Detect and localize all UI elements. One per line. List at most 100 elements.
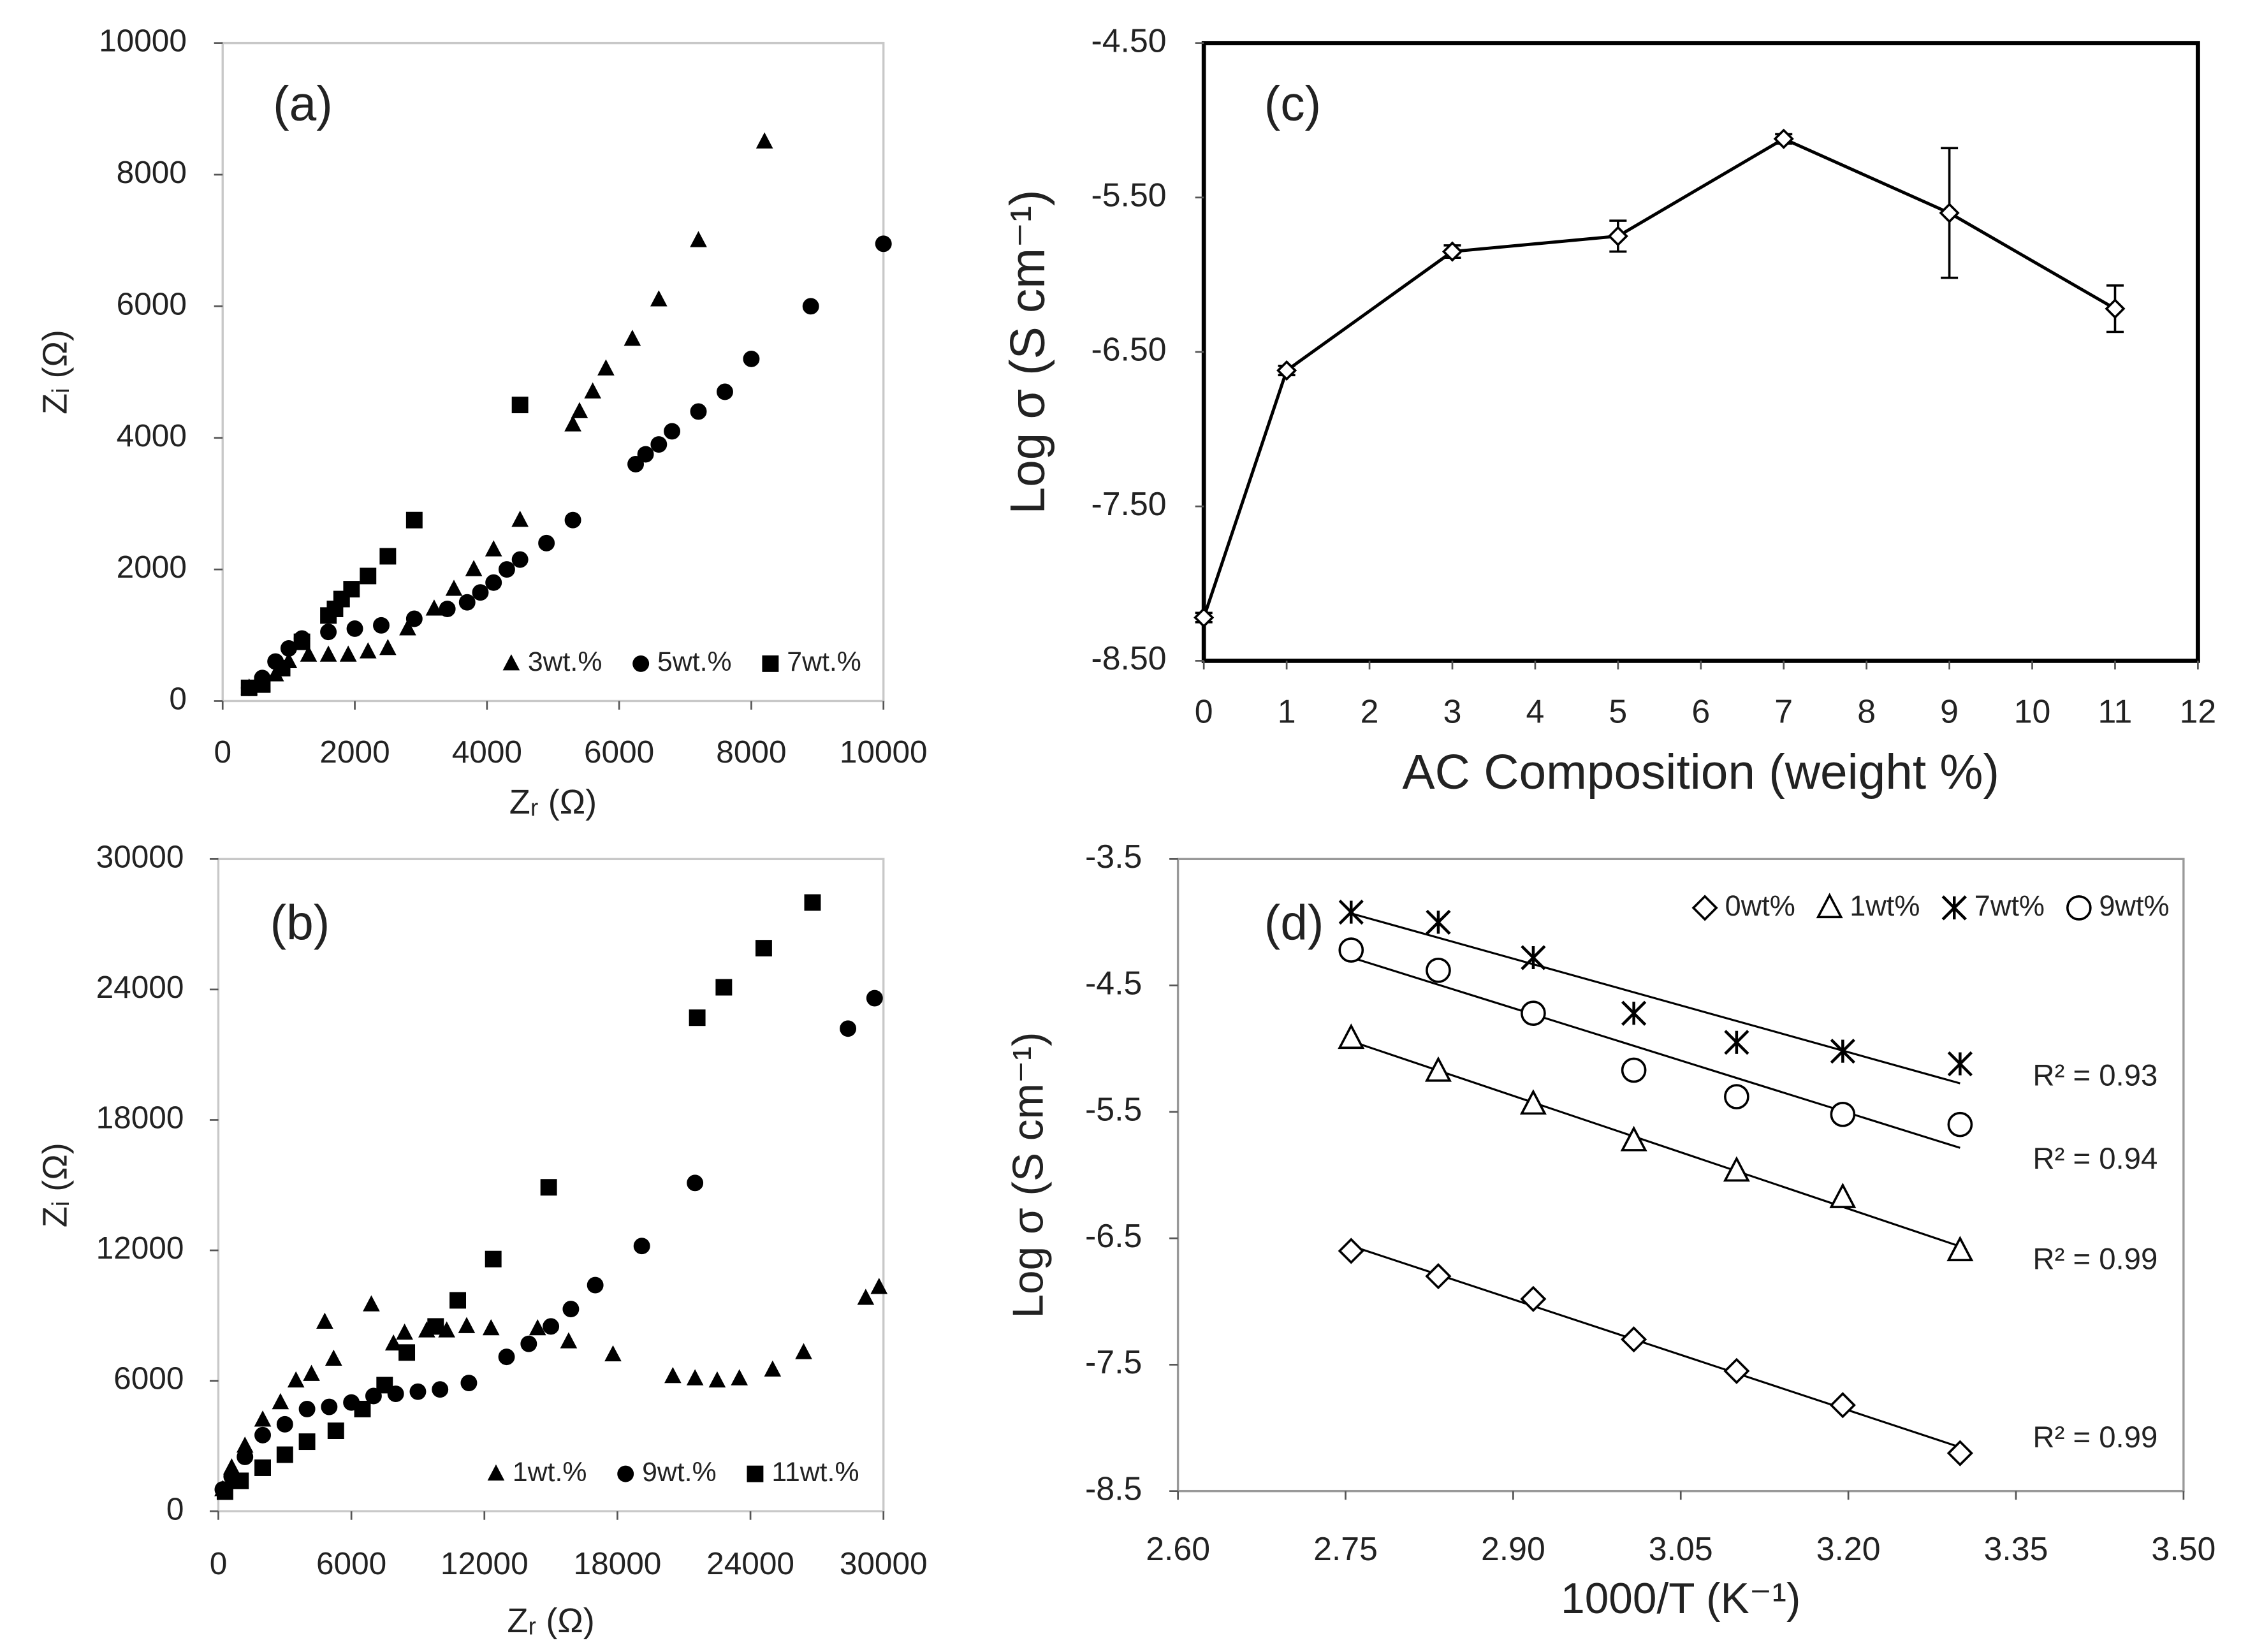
data-point: [717, 383, 733, 400]
plot-frame: [221, 41, 885, 703]
data-point: [303, 1364, 320, 1381]
legend-marker: [487, 1464, 505, 1481]
x-axis-label: 1000/T (K⁻¹): [1561, 1575, 1800, 1623]
data-point: [875, 235, 892, 252]
data-point: [511, 397, 529, 414]
data-point: [1947, 1051, 1973, 1077]
data-point: [240, 679, 258, 696]
x-tick-label: 2.75: [1313, 1530, 1378, 1567]
data-point: [1521, 945, 1546, 970]
data-point: [399, 619, 416, 636]
x-tick-label: 4: [1526, 692, 1545, 729]
data-point: [360, 567, 377, 585]
data-point: [1338, 937, 1364, 963]
data-point: [1939, 202, 1960, 224]
data-point: [320, 607, 337, 624]
panel-label: (b): [270, 896, 330, 950]
x-tick-label: 12: [2180, 692, 2217, 729]
x-tick-label: 2: [1361, 692, 1379, 729]
data-point: [1621, 1057, 1647, 1083]
legend-label: 3wt.%: [528, 647, 602, 677]
data-point: [272, 1393, 289, 1410]
y-axis-label: Zᵢ (Ω): [36, 1143, 74, 1227]
data-point: [627, 456, 644, 472]
data-point: [325, 1349, 342, 1366]
y-tick-label: 10000: [99, 23, 187, 59]
data-point: [650, 436, 668, 453]
x-tick-label: 10000: [840, 734, 928, 770]
legend-marker: [617, 1465, 634, 1482]
data-line: [1202, 136, 2116, 618]
data-point: [756, 132, 773, 149]
data-point: [339, 645, 357, 662]
data-point: [1829, 1392, 1856, 1419]
data-point: [664, 423, 681, 440]
x-tick-label: 6000: [584, 734, 654, 770]
y-tick-label: -4.50: [1091, 22, 1166, 59]
data-point: [373, 617, 390, 634]
legend-marker: [762, 655, 779, 672]
data-point: [650, 290, 668, 307]
data-point: [398, 1344, 416, 1361]
data-point: [321, 1398, 338, 1415]
r-squared-label: R² = 0.99: [2033, 1243, 2157, 1276]
data-point: [320, 624, 337, 641]
legend-marker: [502, 654, 520, 671]
y-tick-label: 0: [169, 681, 187, 717]
y-tick-label: -8.5: [1085, 1470, 1142, 1507]
data-point: [1830, 1039, 1855, 1064]
data-point: [764, 1360, 782, 1377]
trendline: [1350, 912, 1960, 1085]
data-point: [432, 1381, 449, 1398]
x-tick-label: 4000: [452, 734, 522, 770]
data-point: [529, 1319, 546, 1336]
data-point: [664, 1366, 682, 1384]
data-point: [584, 382, 601, 398]
data-point: [1621, 1000, 1647, 1026]
data-point: [1723, 1156, 1750, 1182]
data-point: [715, 979, 733, 996]
r-squared-label: R² = 0.99: [2033, 1421, 2157, 1454]
data-point: [449, 1292, 467, 1309]
x-tick-label: 3.05: [1649, 1530, 1713, 1567]
x-tick-label: 0: [214, 734, 231, 770]
data-point: [1442, 241, 1463, 262]
x-tick-label: 8: [1857, 692, 1876, 729]
data-point: [254, 1426, 271, 1444]
data-point: [1946, 1440, 1973, 1466]
data-point: [1947, 1111, 1973, 1137]
data-point: [1723, 1357, 1750, 1384]
x-axis-label: Zᵣ (Ω): [509, 783, 597, 821]
data-point: [1338, 1023, 1365, 1049]
x-axis-label: AC Composition (weight %): [1403, 745, 2000, 800]
data-point: [690, 403, 707, 420]
x-tick-label: 9: [1940, 692, 1959, 729]
legend-marker: [1941, 895, 1967, 921]
data-point: [1621, 1326, 1647, 1353]
y-tick-label: -7.50: [1091, 485, 1166, 522]
data-point: [708, 1371, 726, 1388]
data-point: [1724, 1084, 1749, 1109]
data-point: [604, 1345, 622, 1362]
legend-marker: [1691, 895, 1718, 921]
data-point: [427, 1318, 444, 1335]
data-point: [425, 599, 443, 616]
data-point: [254, 1459, 271, 1476]
data-point: [439, 601, 456, 617]
data-point: [2105, 298, 2126, 319]
y-axis-label: Log σ (S cm⁻¹): [1001, 189, 1055, 514]
data-point: [384, 1334, 402, 1351]
data-point: [520, 1335, 537, 1352]
data-point: [405, 610, 423, 627]
data-point: [755, 940, 772, 957]
data-point: [511, 551, 529, 568]
data-point: [354, 1400, 371, 1417]
data-point: [485, 540, 502, 557]
legend-marker: [1816, 893, 1843, 919]
data-point: [870, 1278, 888, 1294]
y-tick-label: -5.50: [1091, 176, 1166, 213]
x-tick-label: 3: [1443, 692, 1462, 729]
data-point: [346, 620, 363, 637]
data-point: [498, 561, 515, 578]
y-tick-label: -8.50: [1091, 640, 1166, 676]
